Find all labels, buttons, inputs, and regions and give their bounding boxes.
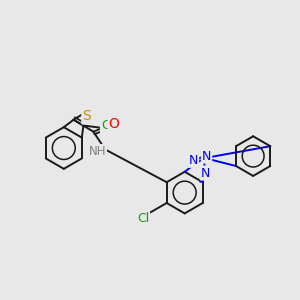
Text: NH: NH: [88, 145, 106, 158]
Text: Cl: Cl: [137, 212, 149, 225]
Text: O: O: [109, 117, 120, 131]
Text: S: S: [82, 110, 91, 124]
Text: N: N: [202, 150, 211, 163]
Text: N: N: [189, 154, 198, 167]
Text: Cl: Cl: [101, 119, 113, 132]
Text: N: N: [201, 167, 210, 179]
